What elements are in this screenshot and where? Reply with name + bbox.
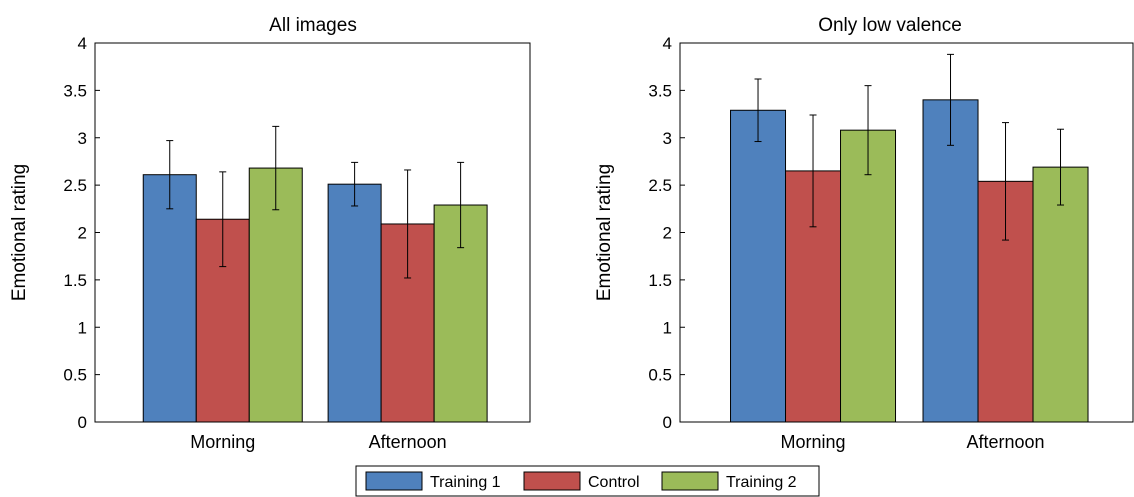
x-category-label: Morning (190, 432, 255, 452)
y-tick-label: 1 (78, 318, 87, 337)
y-tick-label: 3.5 (648, 81, 672, 100)
y-tick-label: 3 (78, 129, 87, 148)
y-tick-label: 4 (78, 34, 87, 53)
bar-group (142, 125, 488, 423)
y-tick-label: 3.5 (63, 81, 87, 100)
y-tick-label: 1 (663, 318, 672, 337)
bar (1032, 166, 1089, 423)
bar (248, 167, 303, 423)
y-tick-label: 3 (663, 129, 672, 148)
legend-label: Training 1 (430, 474, 501, 491)
legend-label: Control (588, 474, 640, 491)
y-axis-label: Emotional rating (9, 164, 30, 301)
legend-label: Training 2 (726, 474, 797, 491)
x-axis-categories: Morning Afternoon (781, 432, 1045, 452)
chart-panel-all-images: All images Emotional rating 0 0.5 1 1.5 2 2.5… (9, 15, 531, 452)
y-tick-label: 1.5 (648, 271, 672, 290)
legend-swatch (661, 471, 719, 491)
y-axis-ticks: 0 0.5 1 1.5 2 2.5 3 3.5 4 (648, 34, 685, 432)
y-tick-label: 4 (663, 34, 672, 53)
legend-swatch (365, 471, 423, 491)
y-tick-label: 0.5 (648, 366, 672, 385)
y-axis-label: Emotional rating (594, 164, 615, 301)
y-tick-label: 1.5 (63, 271, 87, 290)
x-category-label: Afternoon (369, 432, 447, 452)
legend-swatch (523, 471, 581, 491)
chart-title: Only low valence (818, 15, 962, 36)
y-tick-label: 2 (78, 224, 87, 243)
chart-title: All images (269, 15, 357, 36)
bar (922, 99, 979, 423)
y-axis-ticks: 0 0.5 1 1.5 2 2.5 3 3.5 4 (63, 34, 100, 432)
y-tick-label: 2.5 (648, 176, 672, 195)
bar (327, 183, 382, 423)
y-tick-label: 2.5 (63, 176, 87, 195)
bar (142, 174, 197, 423)
x-axis-categories: Morning Afternoon (190, 432, 446, 452)
y-tick-label: 0 (663, 413, 672, 432)
y-tick-label: 0.5 (63, 366, 87, 385)
legend-box (355, 465, 820, 497)
legend-items: Training 1 Control Training 2 (365, 471, 797, 491)
x-category-label: Afternoon (966, 432, 1044, 452)
x-category-label: Morning (781, 432, 846, 452)
legend: Training 1 Control Training 2 (355, 465, 820, 497)
chart-panel-only-low-valence: Only low valence Emotional rating 0 0.5 1 1… (594, 15, 1134, 452)
bar (840, 129, 897, 423)
bar-group (730, 53, 1089, 423)
y-tick-label: 0 (78, 413, 87, 432)
bar (730, 109, 787, 423)
y-tick-label: 2 (663, 224, 672, 243)
